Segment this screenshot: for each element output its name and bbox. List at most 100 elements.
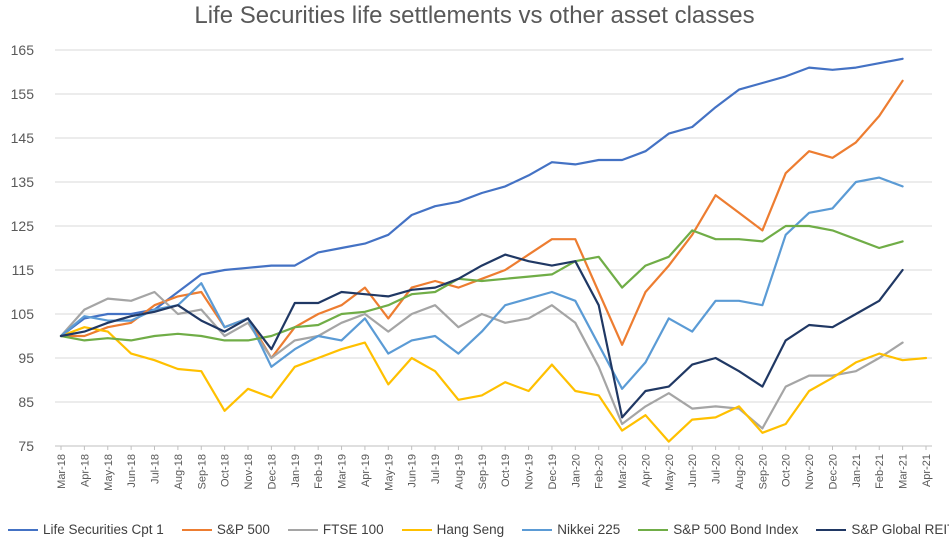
data-point [504,269,506,271]
data-point [761,229,764,232]
data-point [551,264,553,267]
data-point [106,337,109,340]
data-point [668,440,670,443]
data-point [621,429,623,432]
data-point [597,344,600,346]
data-point [106,297,109,300]
data-point [247,267,249,269]
data-point [668,264,670,267]
y-tick-label: 145 [11,130,35,146]
data-point [855,181,857,183]
data-point [621,286,623,289]
data-point [761,304,764,307]
data-point [410,286,413,289]
series-line [59,224,904,342]
data-point [831,69,834,71]
data-point [83,335,86,337]
x-tick-label: Aug-18 [173,454,185,489]
data-point [644,264,647,267]
data-point [130,322,132,324]
data-point [200,335,203,337]
data-point [551,238,553,240]
data-point [410,289,413,291]
x-tick-label: Jan-21 [851,454,863,488]
data-point [644,361,647,364]
data-point [668,132,670,135]
data-point [223,339,226,342]
data-point [200,319,203,322]
data-point [106,322,109,324]
data-point [177,313,179,315]
data-point [270,264,273,267]
data-point [527,390,530,392]
series-line [59,326,928,443]
data-point [293,326,296,329]
data-point [340,247,343,249]
data-point [410,293,413,296]
data-point [784,339,787,342]
data-point [270,396,273,399]
data-point [901,269,904,271]
x-tick-label: May-18 [103,454,115,491]
x-tick-label: Mar-20 [617,454,629,489]
data-point [527,253,530,256]
data-point [738,212,740,214]
data-point [691,418,694,421]
data-point [878,300,881,302]
legend-item: Hang Seng [401,522,505,537]
data-point [387,295,390,298]
legend-label: Hang Seng [436,522,505,537]
legend-item: S&P Global REIT [816,522,949,537]
data-point [130,339,132,342]
data-point [784,423,787,425]
x-tick-label: Mar-19 [337,454,349,489]
data-point [364,286,366,289]
data-point [130,313,132,315]
data-point [551,291,553,293]
y-tick-label: 85 [18,394,34,410]
data-point [527,317,530,320]
data-point [200,273,203,276]
data-point [761,432,764,434]
data-point [527,275,530,278]
data-point [644,414,647,417]
data-point [878,247,881,249]
data-point [714,194,717,196]
data-point [621,423,623,425]
data-point [457,278,460,280]
data-point [901,185,904,188]
data-point [644,150,647,152]
data-point [317,357,319,359]
data-point [387,383,390,386]
data-point [738,88,740,91]
legend-swatch [8,528,38,531]
data-point [691,126,694,128]
line-chart: 75 85 95 105 115 125 135 145 155 165 Mar-18 Apr-18… [11,42,933,491]
data-point [855,361,857,364]
legend-swatch [638,528,669,531]
data-point [270,366,273,368]
data-point [83,315,86,318]
data-point [504,185,506,188]
data-point [808,66,810,69]
data-point [901,359,904,362]
data-point [364,242,366,245]
data-point [457,201,460,203]
data-point [83,317,86,320]
x-axis [55,445,932,450]
y-axis-tick-labels: 75 85 95 105 115 125 135 145 155 165 [11,42,35,454]
data-point [434,205,436,207]
series-1 [59,79,904,360]
data-point [481,394,483,397]
data-point [714,405,717,408]
data-point [270,357,273,359]
data-point [831,207,834,210]
data-point [504,322,506,324]
data-point [410,339,413,342]
data-point [574,163,577,166]
data-point [434,286,436,289]
data-point [130,352,132,355]
y-tick-label: 135 [11,174,35,190]
data-point [808,324,810,326]
y-tick-label: 95 [18,350,34,366]
